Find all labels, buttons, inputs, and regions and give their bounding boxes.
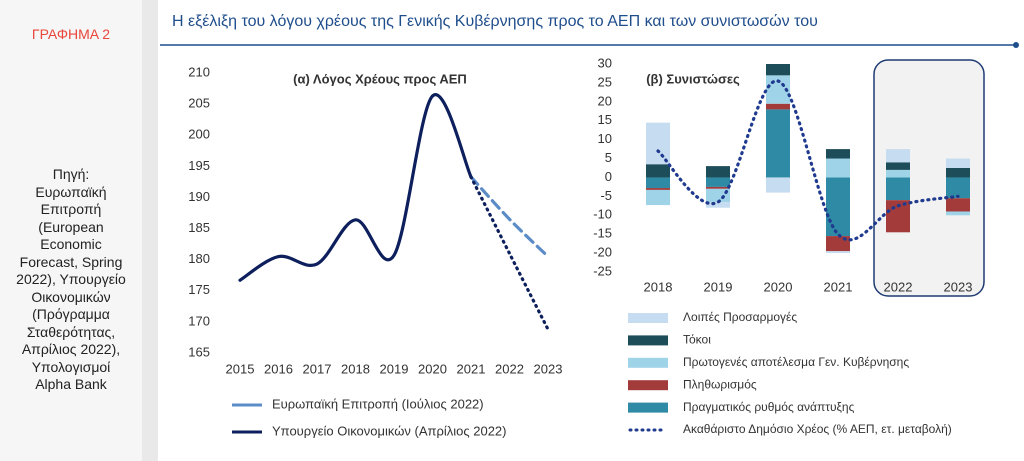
y-tick-label: -25	[593, 263, 612, 278]
bar-segment	[946, 158, 970, 168]
legend-swatch	[628, 380, 668, 391]
legend-label: Τόκοι	[683, 333, 711, 347]
bar-segment	[646, 122, 670, 165]
bar-segment	[826, 149, 850, 159]
x-tick-label: 2019	[704, 279, 733, 294]
bar-segment	[646, 188, 670, 190]
x-tick-label: 2015	[226, 361, 255, 376]
y-tick-label: 20	[598, 93, 612, 108]
bar-segment	[766, 177, 790, 193]
x-tick-label: 2018	[644, 279, 673, 294]
y-tick-label: 10	[598, 131, 612, 146]
y-tick-label: 0	[605, 169, 612, 184]
bar-segment	[706, 186, 730, 189]
y-tick-label: -15	[593, 226, 612, 241]
x-tick-label: 2019	[380, 361, 409, 376]
bar-segment	[886, 162, 910, 170]
y-tick-label: 190	[188, 189, 210, 204]
line-series	[238, 93, 473, 282]
x-tick-label: 2018	[341, 361, 370, 376]
legend-swatch	[628, 402, 668, 413]
y-tick-label: 180	[188, 251, 210, 266]
bar-segment	[646, 164, 670, 178]
bar-segment	[766, 109, 790, 178]
y-tick-label: 210	[188, 64, 210, 79]
legend-label: Υπουργείο Οικονομικών (Απρίλιος 2022)	[272, 423, 507, 438]
legend-label: Πρωτογενές αποτέλεσμα Γεν. Κυβέρνησης	[683, 355, 909, 369]
bar-segment	[826, 158, 850, 178]
bar-segment	[946, 211, 970, 216]
bar-segment	[646, 189, 670, 206]
bar-segment	[706, 177, 730, 187]
y-tick-label: -10	[593, 207, 612, 222]
line-series	[656, 79, 960, 242]
source: Πηγή: Ευρωπαϊκή Επιτροπή (European Econom…	[14, 166, 128, 394]
y-tick-label: -5	[600, 188, 612, 203]
bar-segment	[646, 177, 670, 189]
bar-segment	[886, 169, 910, 178]
legend-label: Πληθωρισμός	[683, 377, 757, 391]
x-tick-label: 2016	[264, 361, 293, 376]
separator	[142, 0, 158, 461]
legend-label: Λοιπές Προσαρμογές	[683, 310, 797, 324]
x-tick-label: 2023	[534, 361, 563, 376]
sidebar: ΓΡΑΦΗΜΑ 2 Πηγή: Ευρωπαϊκή Επιτροπή (Europ…	[0, 0, 142, 461]
legend-label: Ευρωπαϊκή Επιτροπή (Ιούλιος 2022)	[272, 396, 484, 411]
bar-segment	[706, 188, 730, 203]
bar-segment	[766, 64, 790, 76]
bar-segment	[706, 202, 730, 208]
y-tick-label: 175	[188, 282, 210, 297]
legend-swatch	[628, 313, 668, 323]
x-tick-label: 2020	[418, 361, 447, 376]
bar-segment	[946, 168, 970, 178]
title-rule-end	[1013, 42, 1019, 48]
y-tick-label: 170	[188, 313, 210, 328]
bar-segment	[706, 166, 730, 178]
highlight-box	[873, 59, 985, 297]
x-tick-label: 2022	[884, 279, 913, 294]
source-text: Ευρωπαϊκή Επιτροπή (European Economic Fo…	[16, 183, 126, 393]
page-title: Η εξέλιξη του λόγου χρέους της Γενικής Κ…	[172, 13, 818, 30]
bar-segment	[766, 103, 790, 110]
y-tick-label: 195	[188, 158, 210, 173]
bar-segment	[826, 251, 850, 254]
y-tick-label: 185	[188, 220, 210, 235]
y-tick-label: 5	[605, 150, 612, 165]
y-tick-label: 25	[598, 74, 612, 89]
chart-title: (β) Συνιστώσες	[646, 71, 740, 86]
x-tick-label: 2020	[764, 279, 793, 294]
x-tick-label: 2021	[457, 361, 486, 376]
figure-label: ΓΡΑΦΗΜΑ 2	[31, 26, 111, 42]
legend-label: Πραγματικός ρυθμός ανάπτυξης	[683, 400, 855, 414]
y-tick-label: 15	[598, 112, 612, 127]
legend-swatch	[628, 357, 668, 368]
legend-label: Ακαθάριστο Δημόσιο Χρέος (% ΑΕΠ, ετ. μετ…	[683, 422, 952, 436]
line-series	[469, 175, 550, 259]
bar-segment	[826, 177, 850, 237]
y-tick-label: 200	[188, 127, 210, 142]
x-tick-label: 2021	[824, 279, 853, 294]
bar-segment	[946, 198, 970, 212]
x-tick-label: 2023	[944, 279, 973, 294]
y-tick-label: 30	[598, 55, 612, 70]
bar-segment	[886, 177, 910, 201]
y-tick-label: 205	[188, 96, 210, 111]
y-tick-label: 165	[188, 344, 210, 359]
chart-title: (α) Λόγος Χρέους προς ΑΕΠ	[293, 71, 467, 86]
line-series	[469, 175, 550, 331]
x-tick-label: 2017	[303, 361, 332, 376]
x-tick-label: 2022	[495, 361, 524, 376]
legend-swatch	[628, 335, 668, 346]
source-label: Πηγή:	[52, 166, 90, 182]
bar-segment	[946, 177, 970, 199]
y-tick-label: -20	[593, 245, 612, 260]
bar-segment	[886, 149, 910, 163]
